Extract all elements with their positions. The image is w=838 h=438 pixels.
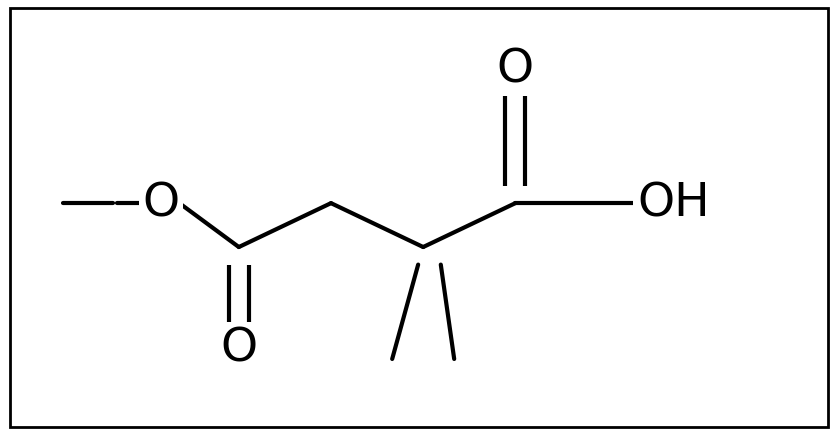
Text: O: O bbox=[497, 48, 534, 92]
Text: O: O bbox=[142, 181, 179, 226]
Text: O: O bbox=[220, 326, 257, 371]
Text: OH: OH bbox=[637, 181, 710, 226]
